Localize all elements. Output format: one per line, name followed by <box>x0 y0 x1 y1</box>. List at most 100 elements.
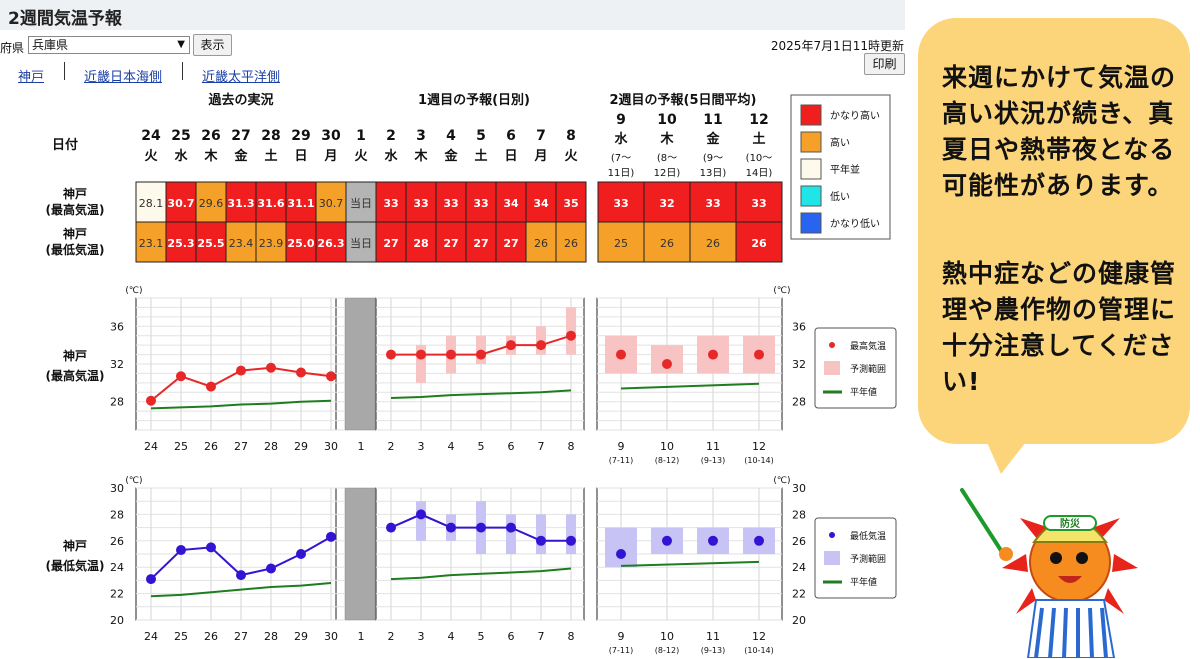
mascot-eye-left <box>1050 552 1062 564</box>
min-chart-legend-label: 平年値 <box>850 576 877 588</box>
max-chart-xtick: 27 <box>234 440 248 453</box>
min-chart-point <box>476 522 486 533</box>
max-chart-point <box>236 365 246 376</box>
min-chart-range-bar <box>566 514 576 554</box>
show-button[interactable]: 表示 <box>193 34 232 56</box>
min-chart-xtick: 9 <box>618 630 625 643</box>
min-chart-range-bar <box>506 514 516 554</box>
max-row-value: 34 <box>503 197 519 210</box>
min-chart-point <box>616 549 626 559</box>
min-chart-xtick: 28 <box>264 630 278 643</box>
max-row-value: 29.6 <box>199 197 224 210</box>
max-chart-legend-point <box>829 342 835 348</box>
min-chart-normal-line-week2 <box>620 560 760 567</box>
prefecture-select[interactable]: 兵庫県 ▼ <box>28 36 190 54</box>
min-chart-point <box>754 535 764 546</box>
max-chart-xtick-range: (7-11) <box>609 456 633 465</box>
legend-label: かなり高い <box>830 109 880 122</box>
min-chart-point <box>146 574 156 585</box>
nav-link-kobe[interactable]: 神戸 <box>18 70 45 85</box>
max-row-cell <box>345 181 377 223</box>
forecast-chart: 過去の実況 1週目の予報(日別) 2週目の予報(5日間平均)日付24火25水26木2… <box>46 92 897 655</box>
max-chart-xtick: 9 <box>618 440 625 453</box>
min-row-cell <box>135 221 167 263</box>
legend-swatch <box>800 185 822 207</box>
day-weekday: 日 <box>294 149 307 164</box>
max-row-value: 30.7 <box>319 197 344 210</box>
min-chart-ytick-left: 22 <box>110 588 124 601</box>
section-header-week2: 2週目の予報(5日間平均) <box>610 92 757 108</box>
week-range-end: 13日) <box>700 168 727 179</box>
min-row-value: 25.3 <box>167 237 194 250</box>
min-chart-ytick-left: 24 <box>110 561 124 574</box>
helmet-band <box>1043 515 1097 531</box>
max-row-value: 33 <box>473 197 488 210</box>
day-number: 27 <box>231 128 250 144</box>
day-weekday: 土 <box>474 148 487 164</box>
week-number: 12 <box>749 112 768 128</box>
section-header-past: 過去の実況 <box>207 92 273 108</box>
min-chart-xtick: 1 <box>358 630 365 643</box>
min-chart-point <box>662 535 672 546</box>
max-row-value: 33 <box>751 197 766 210</box>
max-chart-ytick-left: 32 <box>110 358 124 371</box>
max-chart-ytick-left: 36 <box>110 320 124 333</box>
min-row-value: 25.0 <box>287 237 314 250</box>
max-row-value: 28.1 <box>139 197 164 210</box>
max-chart-point <box>176 371 186 382</box>
max-chart-point <box>476 349 486 360</box>
max-chart-range-bar <box>416 345 426 383</box>
day-weekday: 水 <box>384 148 398 164</box>
max-row-value: 34 <box>533 197 549 210</box>
max-chart-normal-line-week2 <box>620 382 760 390</box>
max-chart-legend-label: 予測範囲 <box>850 363 886 375</box>
max-chart-point <box>326 371 336 382</box>
week-weekday: 金 <box>705 131 720 147</box>
day-number: 24 <box>141 128 161 144</box>
print-button[interactable]: 印刷 <box>864 53 905 75</box>
week-range-end: 14日) <box>746 168 773 179</box>
min-row-value: 26 <box>660 237 674 250</box>
max-chart-ytick-right: 36 <box>792 320 806 333</box>
max-chart-xtick-range: (10-14) <box>744 456 774 465</box>
nav-separator <box>182 62 183 80</box>
max-chart-point <box>536 340 546 351</box>
min-chart-xtick: 7 <box>538 630 545 643</box>
day-weekday: 木 <box>203 148 218 164</box>
max-chart-point <box>506 340 516 351</box>
day-weekday: 火 <box>354 149 368 164</box>
min-row-label-type: (最低気温) <box>46 242 105 257</box>
min-chart-ytick-right: 26 <box>792 535 806 548</box>
min-row-cell <box>465 221 497 263</box>
week-range-start: (8〜 <box>657 153 677 164</box>
legend-label: かなり低い <box>830 217 880 230</box>
min-chart-xtick: 2 <box>388 630 395 643</box>
min-chart-xtick: 27 <box>234 630 248 643</box>
mascot-apron-stripes <box>1034 607 1108 658</box>
day-number: 28 <box>261 128 280 144</box>
max-chart-xtick: 26 <box>204 440 218 453</box>
max-chart-normal-line-past <box>150 399 332 410</box>
nav-link-kinki-japan-sea[interactable]: 近畿日本海側 <box>84 70 163 85</box>
max-chart-point <box>146 395 156 406</box>
max-chart-xtick-range: (8-12) <box>655 456 679 465</box>
min-chart-xtick: 10 <box>660 630 674 643</box>
max-chart-legend-label: 最高気温 <box>850 340 886 352</box>
max-chart-xtick: 8 <box>568 440 575 453</box>
max-row-value: 32 <box>659 197 674 210</box>
max-chart-xtick: 3 <box>418 440 425 453</box>
min-chart-xtick: 30 <box>324 630 338 643</box>
min-chart-today-band <box>344 487 376 621</box>
max-chart-ytick-left: 28 <box>110 396 124 409</box>
max-chart-point <box>662 359 672 369</box>
nav-link-kinki-pacific[interactable]: 近畿太平洋側 <box>202 70 281 85</box>
min-chart-legend-label: 予測範囲 <box>850 553 886 565</box>
pointer-stick <box>960 488 1004 554</box>
week-weekday: 土 <box>752 131 765 147</box>
week-range-start: (10〜 <box>746 153 773 164</box>
min-chart-range-bar <box>416 501 426 541</box>
min-row-label-site: 神戸 <box>63 226 87 241</box>
max-chart-legend-range <box>824 361 840 375</box>
max-chart-legend-box <box>814 327 897 409</box>
max-row-value: 33 <box>705 197 720 210</box>
